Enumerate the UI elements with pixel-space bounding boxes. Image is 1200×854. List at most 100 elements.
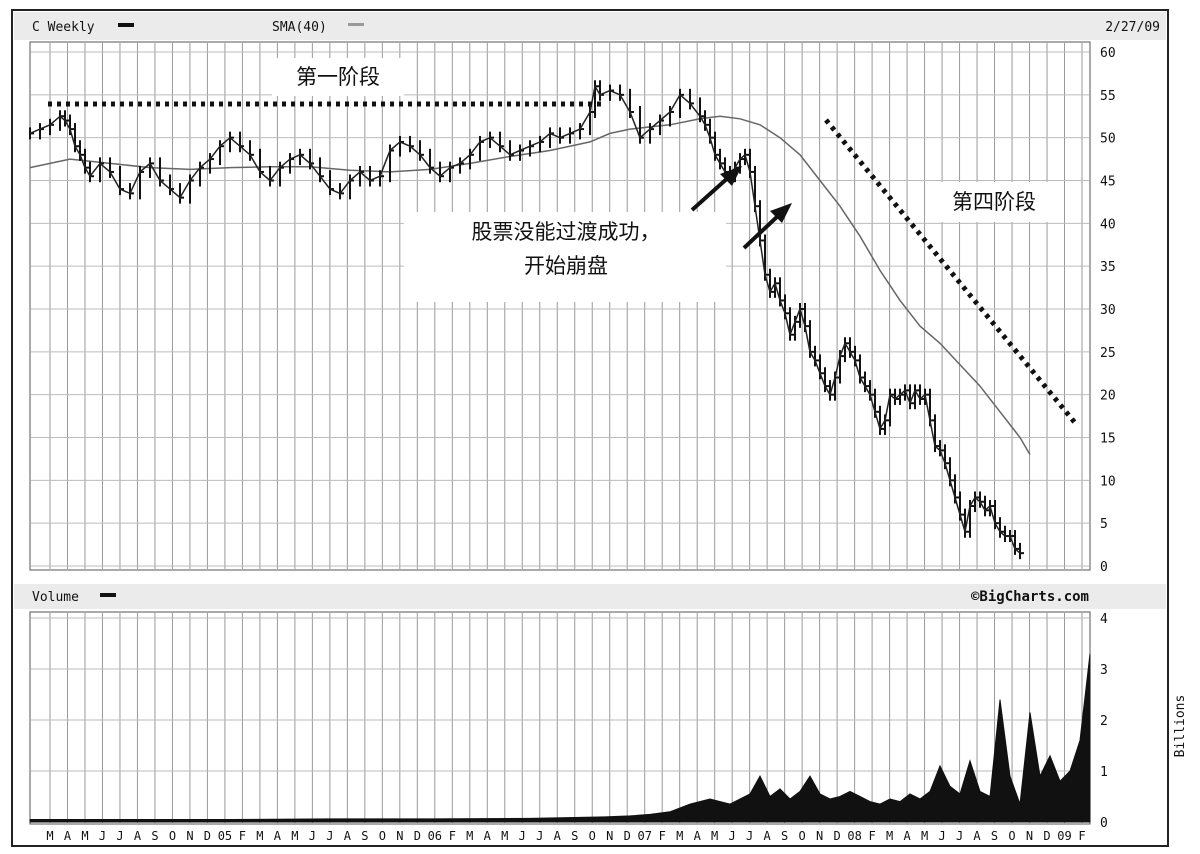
x-tick-label: F — [239, 829, 246, 843]
price-bars — [29, 80, 1024, 560]
sma-line-group — [29, 115, 1031, 455]
volume-axis: 0 1 2 3 4 — [1100, 612, 1108, 831]
x-tick-label: M — [501, 829, 508, 843]
price-tick-label: 40 — [1100, 217, 1116, 232]
x-tick-label: 07 — [637, 829, 651, 843]
price-tick-label: 35 — [1100, 260, 1116, 275]
stage1-label-bg — [272, 58, 404, 96]
x-tick-label: A — [554, 829, 562, 843]
x-axis: M A M J J A S O N D 05 F M A M J J A S O N D 06 F M A M J J A S O N D 07 F M… — [46, 829, 1085, 843]
x-tick-label: D — [414, 829, 421, 843]
stage4-label: 第四阶段 — [952, 190, 1036, 214]
failure-label-bg — [404, 212, 726, 302]
x-tick-label: S — [991, 829, 998, 843]
price-axis: 0 5 10 15 20 25 30 35 40 45 50 55 60 — [1100, 46, 1116, 575]
price-tick-label: 10 — [1100, 474, 1116, 489]
x-tick-label: S — [151, 829, 158, 843]
volume-tick-label: 0 — [1100, 816, 1108, 831]
price-tick-label: 25 — [1100, 346, 1116, 361]
price-header-bar — [14, 12, 1166, 40]
x-tick-label: J — [99, 829, 106, 843]
x-tick-label: A — [274, 829, 282, 843]
x-tick-label: A — [694, 829, 702, 843]
x-tick-label: A — [903, 829, 911, 843]
price-tick-label: 5 — [1100, 517, 1108, 532]
x-tick-label: O — [589, 829, 596, 843]
volume-unit-label: Billions — [1173, 695, 1188, 758]
volume-legend-swatch — [100, 593, 116, 597]
x-tick-label: N — [396, 829, 403, 843]
x-tick-label: M — [676, 829, 683, 843]
failure-label-line1: 股票没能过渡成功， — [472, 220, 661, 244]
x-tick-label: O — [379, 829, 386, 843]
x-tick-label: N — [816, 829, 823, 843]
price-line — [29, 84, 1021, 554]
stage1-label: 第一阶段 — [296, 65, 380, 89]
arrow-icon-lower — [742, 203, 792, 250]
price-tick-label: 30 — [1100, 303, 1116, 318]
x-tick-label: N — [186, 829, 193, 843]
price-tick-label: 50 — [1100, 132, 1116, 147]
x-tick-label: A — [64, 829, 72, 843]
symbol-label: C Weekly — [32, 20, 95, 35]
source-label: ©BigCharts.com — [971, 589, 1089, 605]
price-plot-area — [29, 41, 1091, 571]
volume-plot-area — [29, 611, 1091, 825]
x-tick-label: N — [1026, 829, 1033, 843]
indicator-label: SMA(40) — [272, 20, 327, 35]
x-tick-label: 06 — [428, 829, 442, 843]
symbol-legend-swatch — [118, 23, 134, 27]
stage4-dotted-line — [824, 118, 1078, 426]
x-tick-label: A — [134, 829, 142, 843]
x-tick-label: J — [729, 829, 736, 843]
x-tick-label: M — [711, 829, 718, 843]
volume-label: Volume — [32, 590, 79, 605]
x-tick-label: D — [834, 829, 841, 843]
x-tick-label: A — [484, 829, 492, 843]
x-tick-label: D — [204, 829, 211, 843]
x-tick-label: D — [624, 829, 631, 843]
x-tick-label: A — [764, 829, 772, 843]
volume-area-group — [29, 653, 1091, 823]
x-tick-label: F — [868, 829, 875, 843]
x-tick-label: M — [291, 829, 298, 843]
volume-tick-label: 4 — [1100, 612, 1108, 627]
x-tick-label: J — [116, 829, 123, 843]
x-tick-label: M — [921, 829, 928, 843]
x-tick-label: M — [886, 829, 893, 843]
x-tick-label: O — [169, 829, 176, 843]
x-tick-label: J — [536, 829, 543, 843]
x-tick-label: J — [326, 829, 333, 843]
x-tick-label: F — [1078, 829, 1085, 843]
volume-tick-label: 3 — [1100, 663, 1108, 678]
x-tick-label: J — [938, 829, 945, 843]
price-tick-label: 0 — [1100, 560, 1108, 575]
x-tick-label: F — [659, 829, 666, 843]
volume-tick-label: 2 — [1100, 714, 1108, 729]
failure-label-line2: 开始崩盘 — [524, 254, 608, 278]
x-tick-label: 08 — [847, 829, 861, 843]
x-tick-label: A — [973, 829, 981, 843]
price-tick-label: 45 — [1100, 175, 1116, 190]
arrow-icon-upper — [690, 166, 742, 212]
date-label: 2/27/09 — [1105, 20, 1160, 35]
x-tick-label: J — [309, 829, 316, 843]
price-tick-label: 20 — [1100, 389, 1116, 404]
x-tick-label: S — [781, 829, 788, 843]
volume-header-bar — [14, 584, 1166, 609]
x-tick-label: 09 — [1057, 829, 1071, 843]
volume-area — [29, 653, 1091, 823]
x-tick-label: M — [81, 829, 88, 843]
indicator-legend-swatch — [348, 23, 364, 26]
x-tick-label: J — [956, 829, 963, 843]
x-tick-label: A — [344, 829, 352, 843]
price-tick-label: 60 — [1100, 46, 1116, 61]
price-tick-label: 15 — [1100, 432, 1116, 447]
sma-line — [29, 115, 1031, 455]
x-tick-label: F — [449, 829, 456, 843]
x-tick-label: D — [1043, 829, 1050, 843]
price-tick-label: 55 — [1100, 89, 1116, 104]
x-tick-label: M — [256, 829, 263, 843]
x-tick-label: S — [571, 829, 578, 843]
